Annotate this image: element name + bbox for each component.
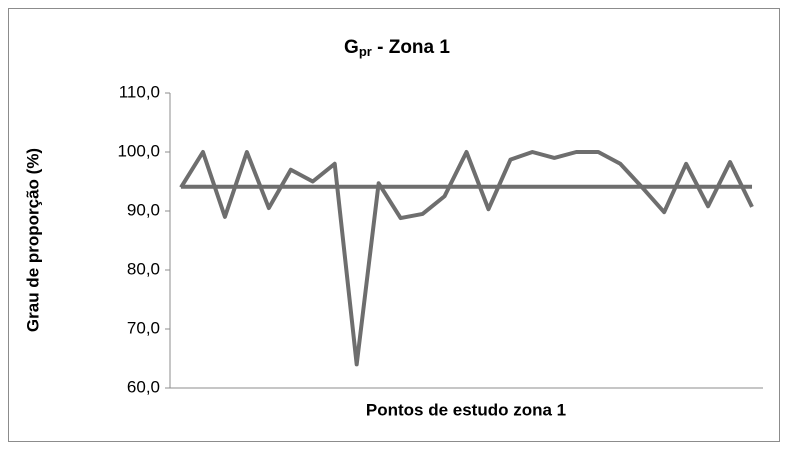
y-tick-label: 60,0 <box>127 377 160 396</box>
y-tick-label: 80,0 <box>127 259 160 278</box>
chart-title: Gpr - Zona 1 <box>344 37 450 59</box>
y-tick-label: 90,0 <box>127 200 160 219</box>
y-tick-label: 100,0 <box>117 141 160 160</box>
y-axis-label: Grau de proporção (%) <box>23 148 42 332</box>
title-base: G <box>344 37 359 58</box>
y-tick-label: 110,0 <box>119 82 160 101</box>
y-tick-label: 70,0 <box>127 318 160 337</box>
x-axis-label: Pontos de estudo zona 1 <box>366 400 566 419</box>
series-line <box>179 150 754 367</box>
chart-border <box>8 8 780 442</box>
title-rest: - Zona 1 <box>372 37 451 58</box>
title-subscript: pr <box>359 44 372 59</box>
